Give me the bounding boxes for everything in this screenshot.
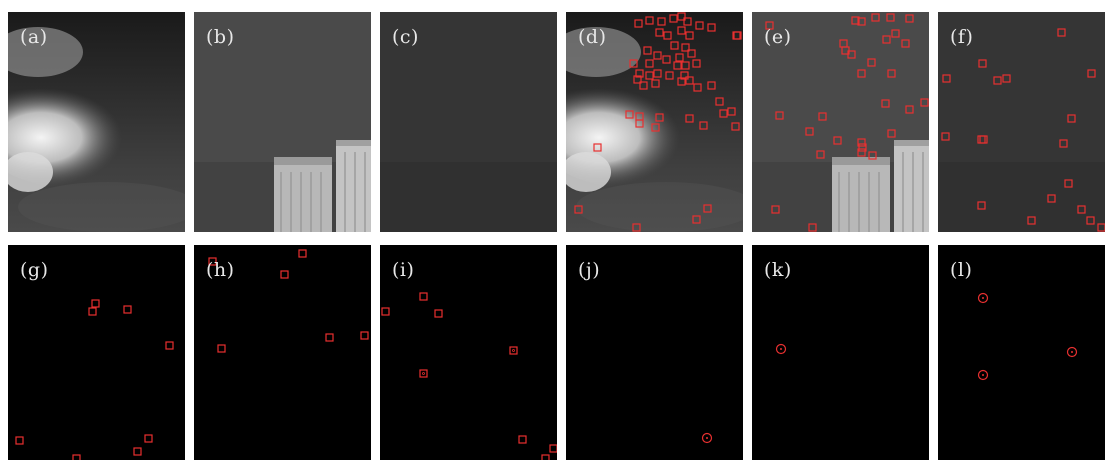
- detection-markers: [701, 432, 713, 444]
- cloud-sky-image: [8, 12, 185, 232]
- panel-label: (b): [206, 26, 235, 48]
- building-image: [752, 12, 929, 232]
- panel-label: (e): [764, 26, 792, 48]
- panel-c: (c): [380, 12, 557, 232]
- panel-label: (l): [950, 259, 973, 281]
- panel-label: (k): [764, 259, 792, 281]
- panel-l: (l): [938, 245, 1105, 460]
- panel-label: (g): [20, 259, 49, 281]
- detection-markers: [775, 343, 787, 355]
- cloud-sky-image: [566, 12, 743, 232]
- detection-markers: [208, 249, 369, 353]
- detection-markers: [941, 28, 1105, 232]
- panel-label: (h): [206, 259, 235, 281]
- panel-e: (e): [752, 12, 929, 232]
- panel-label: (f): [950, 26, 974, 48]
- detection-markers: [15, 299, 174, 460]
- panel-label: (c): [392, 26, 419, 48]
- detection-markers: [977, 292, 1078, 381]
- panel-label: (i): [392, 259, 415, 281]
- panel-b: (b): [194, 12, 371, 232]
- detection-markers: [381, 292, 557, 460]
- detection-markers: [574, 12, 742, 232]
- panel-k: (k): [752, 245, 929, 460]
- panel-d: (d): [566, 12, 743, 232]
- panel-h: (h): [194, 245, 371, 460]
- panel-f: (f): [938, 12, 1105, 232]
- panel-j: (j): [566, 245, 743, 460]
- panel-a: (a): [8, 12, 185, 232]
- panel-i: (i): [380, 245, 557, 460]
- panel-label: (a): [20, 26, 48, 48]
- background-image: [938, 12, 1105, 232]
- building-image: [194, 12, 371, 232]
- panel-label: (d): [578, 26, 607, 48]
- detection-markers: [765, 13, 929, 232]
- background-image: [380, 12, 557, 232]
- panel-g: (g): [8, 245, 185, 460]
- panel-label: (j): [578, 259, 601, 281]
